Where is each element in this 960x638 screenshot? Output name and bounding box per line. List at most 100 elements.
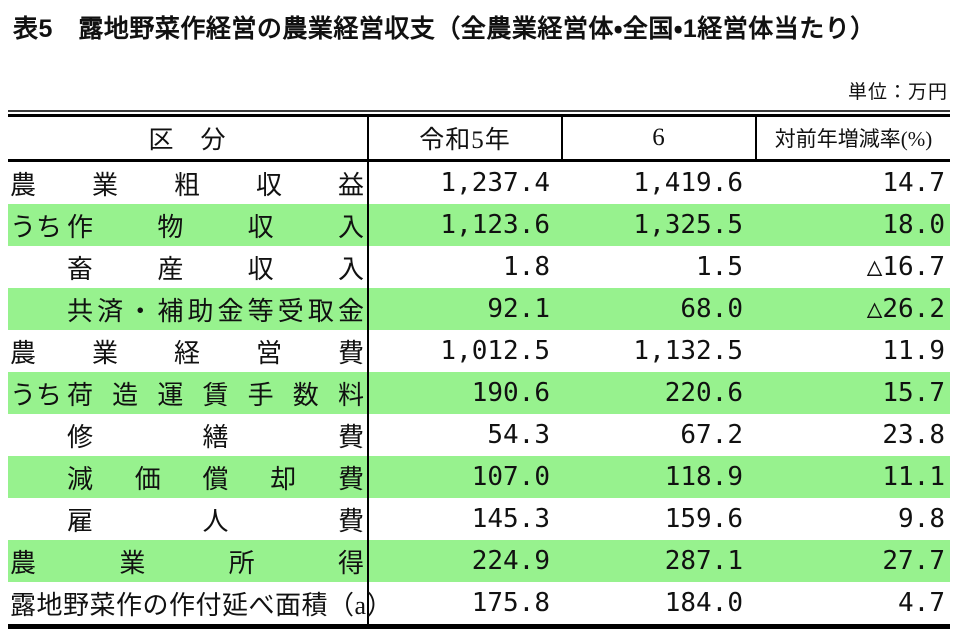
category-char: 費 — [337, 338, 364, 368]
category-label: 農業粗収益 — [10, 165, 364, 202]
value-yoy-rate: 23.8 — [882, 420, 945, 450]
value-reiwa6: 287.1 — [664, 546, 743, 576]
category-char: 費 — [337, 422, 364, 452]
value-yoy-rate: 11.9 — [882, 336, 945, 366]
table-row: 修 繕 費 54.3 67.2 23.8 — [8, 414, 950, 456]
category-cell: 農業粗収益 — [8, 162, 369, 204]
value-reiwa6: 67.2 — [680, 420, 743, 450]
category-char: 営 — [255, 338, 282, 368]
category-char: 金 — [217, 296, 244, 326]
category-char: 人 — [202, 506, 229, 536]
value-reiwa5: 92.1 — [487, 294, 550, 324]
category-char: 却 — [270, 464, 297, 494]
category-char: 受 — [277, 296, 304, 326]
value-reiwa6: 68.0 — [680, 294, 743, 324]
table-row: うち作 物 収 入 1,123.6 1,325.5 18.0 — [8, 204, 950, 246]
category-char: 物 — [157, 212, 184, 242]
value-yoy-rate: 18.0 — [882, 210, 945, 240]
category-char: 荷 — [67, 380, 94, 410]
category-label: 畜産収入 — [67, 249, 364, 286]
category-char: 助 — [187, 296, 214, 326]
category-cell: 露地野菜作の作付延べ面積（a） — [8, 582, 393, 624]
category-cell: 共済・補助金等受取金 — [8, 288, 369, 330]
value-yoy-rate: 4.7 — [898, 588, 945, 618]
value-reiwa6: 1,132.5 — [633, 336, 743, 366]
category-char: 入 — [337, 212, 364, 242]
header-category: 区 分 — [8, 117, 369, 159]
category-char: 所 — [228, 548, 255, 578]
category-label: 農業所得 — [10, 543, 364, 580]
value-reiwa5: 175.8 — [471, 588, 550, 618]
data-table: 区 分 令和5年 6 対前年増減率(%) 農業粗収益 1,237.4 1,419.6… — [8, 110, 950, 629]
category-char: 料 — [337, 380, 364, 410]
category-char: 業 — [91, 170, 118, 200]
category-char: 業 — [91, 338, 118, 368]
category-char: 造 — [112, 380, 139, 410]
category-char: 収 — [247, 254, 274, 284]
value-reiwa5: 1,012.5 — [440, 336, 550, 366]
category-char: 得 — [337, 548, 364, 578]
table-header-row: 区 分 令和5年 6 対前年増減率(%) — [8, 117, 950, 162]
table-row: 農 業 粗 収 益 1,237.4 1,419.6 14.7 — [8, 162, 950, 204]
category-cell: 農業経営費 — [8, 330, 369, 372]
category-char: 業 — [119, 548, 146, 578]
category-char: 収 — [247, 212, 274, 242]
category-char: 賃 — [202, 380, 229, 410]
category-label: 減価償却費 — [67, 459, 364, 496]
category-char: 済 — [97, 296, 124, 326]
category-char: 産 — [157, 254, 184, 284]
category-char: 数 — [292, 380, 319, 410]
category-char: 粗 — [173, 170, 200, 200]
value-reiwa6: 118.9 — [664, 462, 743, 492]
value-reiwa6: 220.6 — [664, 378, 743, 408]
category-char: 修 — [67, 422, 94, 452]
value-reiwa5: 54.3 — [487, 420, 550, 450]
value-yoy-rate: 14.7 — [882, 168, 945, 198]
category-char: 取 — [307, 296, 334, 326]
category-char: 繕 — [202, 422, 229, 452]
category-char: 雇 — [67, 506, 94, 536]
value-reiwa5: 1.8 — [503, 252, 550, 282]
unit-label: 単位：万円 — [847, 82, 948, 103]
category-char: 作 — [67, 212, 94, 242]
category-char: 入 — [337, 254, 364, 284]
value-reiwa5: 145.3 — [471, 504, 550, 534]
header-yoy-rate: 対前年増減率(%) — [774, 127, 933, 151]
category-char: ・ — [127, 296, 154, 326]
table-row: 畜 産 収 入 1.8 1.5 △16.7 — [8, 246, 950, 288]
category-cell: 農業所得 — [8, 540, 369, 582]
category-char: 益 — [337, 170, 364, 200]
category-char: 収 — [255, 170, 282, 200]
value-yoy-rate: △26.2 — [866, 294, 945, 324]
value-yoy-rate: △16.7 — [866, 252, 945, 282]
value-reiwa6: 159.6 — [664, 504, 743, 534]
table-row: 減 価 償 却 費 107.0 118.9 11.1 — [8, 456, 950, 498]
category-cell: 雇人費 — [8, 498, 369, 540]
category-label: 露地野菜作の作付延べ面積（a） — [10, 590, 394, 620]
category-label: 共済・補助金等受取金 — [67, 291, 364, 328]
table-body: 農業粗収益 1,237.4 1,419.6 14.7 うち作物収入 1,123.6 1,32… — [8, 162, 950, 624]
value-reiwa6: 1.5 — [696, 252, 743, 282]
category-label: 農業経営費 — [10, 333, 364, 370]
category-label: 修繕費 — [67, 417, 364, 454]
category-char: 金 — [337, 296, 364, 326]
category-char: 等 — [247, 296, 274, 326]
category-cell: 修繕費 — [8, 414, 369, 456]
value-yoy-rate: 9.8 — [898, 504, 945, 534]
category-char: 農 — [10, 548, 37, 578]
value-yoy-rate: 15.7 — [882, 378, 945, 408]
category-char: 運 — [157, 380, 184, 410]
category-char: 畜 — [67, 254, 94, 284]
category-cell: 減価償却費 — [8, 456, 369, 498]
category-char: 農 — [10, 170, 37, 200]
value-reiwa6: 184.0 — [664, 588, 743, 618]
table-row: 雇 人 費 145.3 159.6 9.8 — [8, 498, 950, 540]
table-row: うち荷造運賃手数料 190.6 220.6 15.7 — [8, 372, 950, 414]
table-row: 農 業 経 営 費 1,012.5 1,132.5 11.9 — [8, 330, 950, 372]
value-yoy-rate: 27.7 — [882, 546, 945, 576]
value-reiwa5: 224.9 — [471, 546, 550, 576]
table-row: 露地野菜作の作付延べ面積（a） 175.8 184.0 4.7 — [8, 582, 950, 624]
value-reiwa5: 1,237.4 — [440, 168, 550, 198]
value-yoy-rate: 11.1 — [882, 462, 945, 492]
category-char: 減 — [67, 464, 94, 494]
